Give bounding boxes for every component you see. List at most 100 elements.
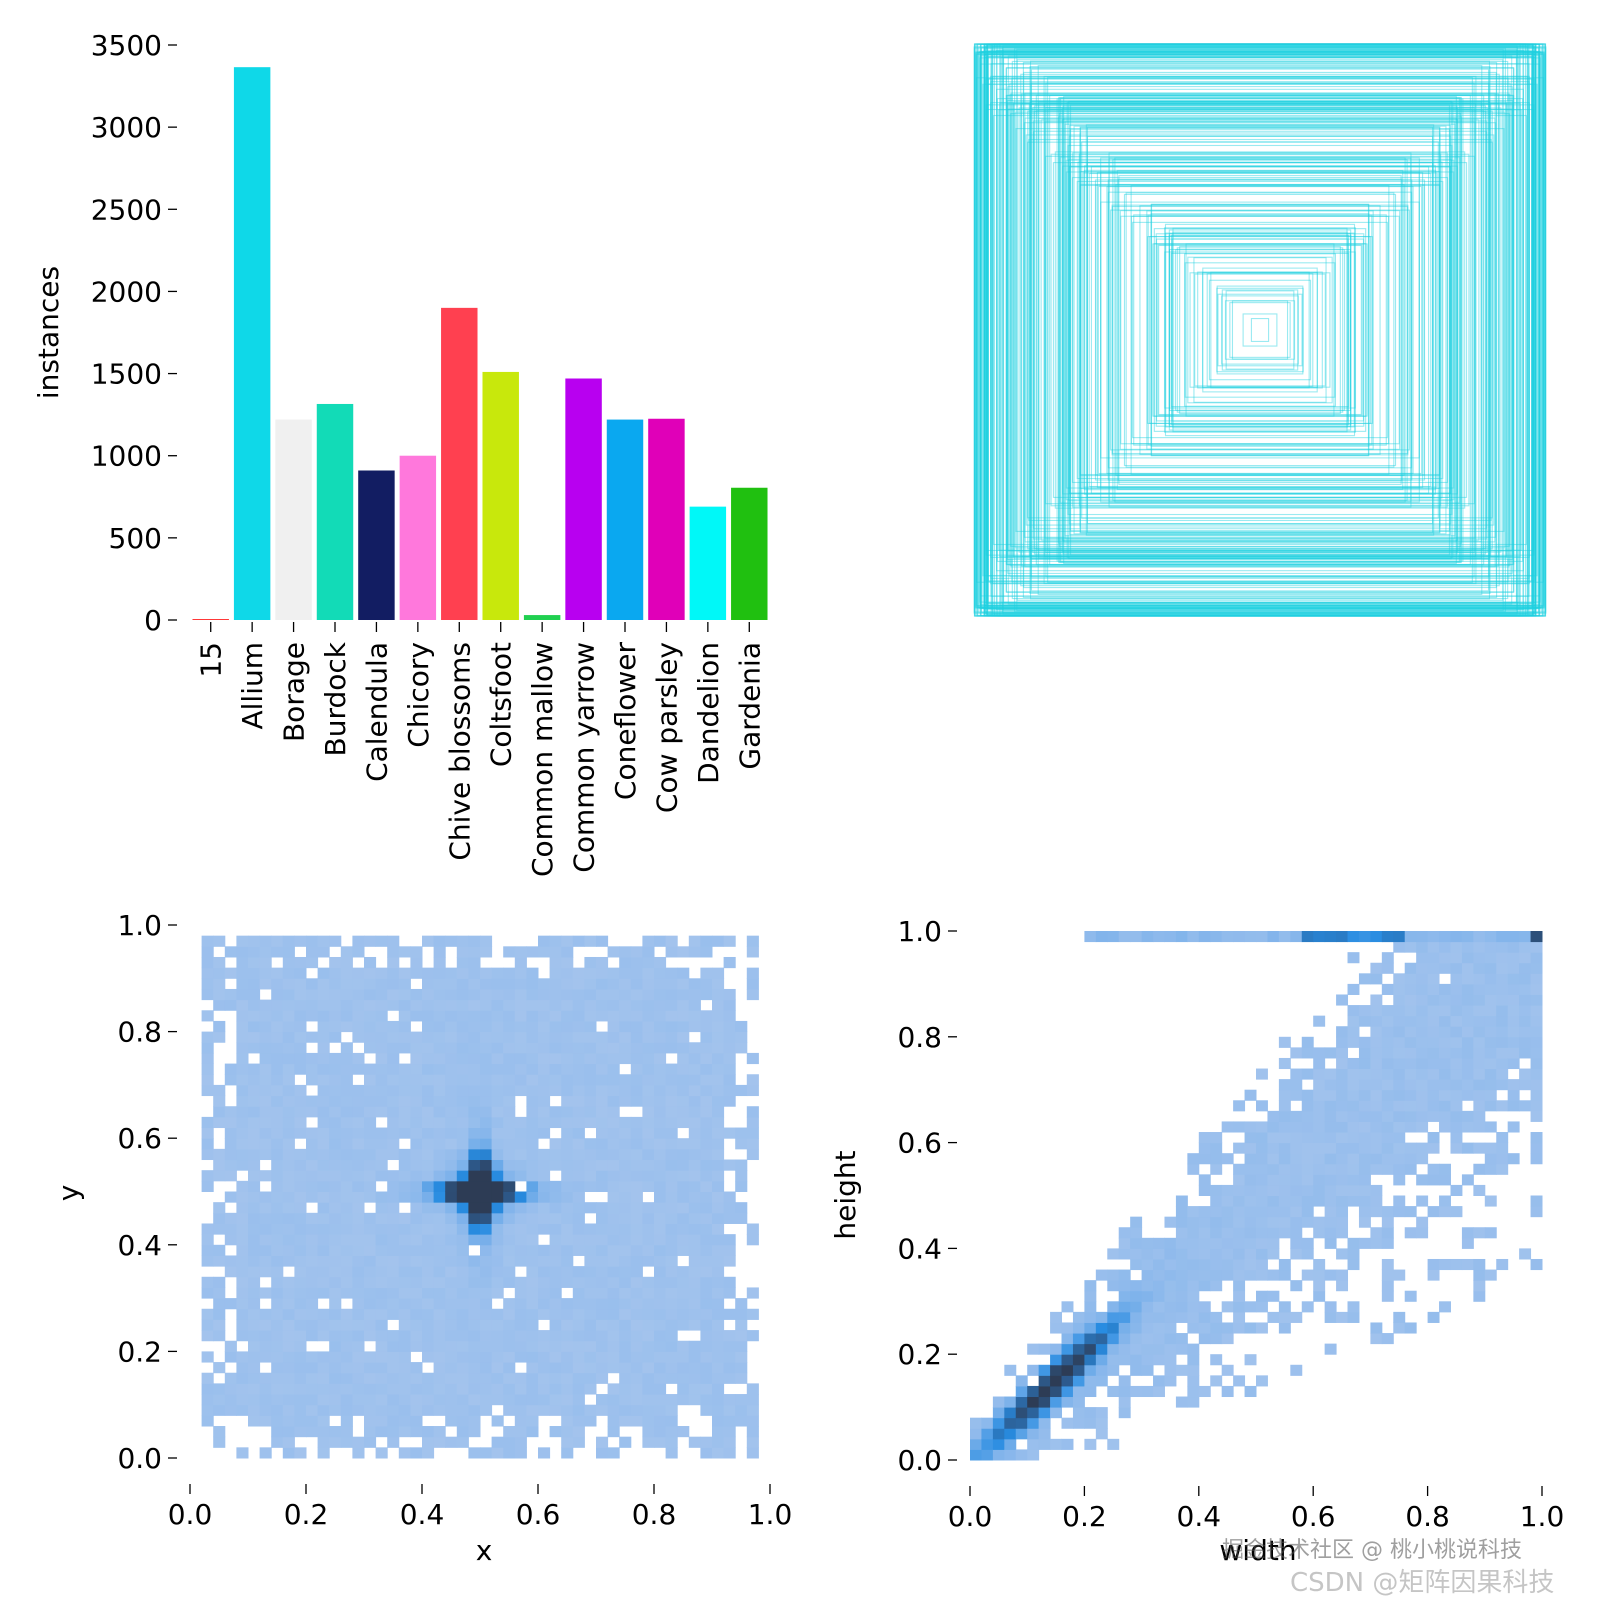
heatmap-cell bbox=[422, 1223, 435, 1235]
heatmap-cell bbox=[1416, 1047, 1429, 1059]
heatmap-cell bbox=[398, 1255, 411, 1267]
heatmap-cell bbox=[712, 1308, 725, 1320]
heatmap-cell bbox=[1336, 1057, 1349, 1070]
heatmap-cell bbox=[410, 1180, 423, 1192]
heatmap-cell bbox=[317, 999, 330, 1011]
heatmap-cell bbox=[607, 1330, 620, 1342]
heatmap-cell bbox=[1198, 1132, 1211, 1144]
heatmap-cell bbox=[236, 1394, 249, 1406]
heatmap-cell bbox=[1439, 952, 1451, 964]
heatmap-cell bbox=[526, 1426, 539, 1438]
heatmap-cell bbox=[665, 935, 678, 947]
heatmap-cell bbox=[259, 1148, 272, 1161]
heatmap-cell bbox=[526, 1159, 539, 1171]
heatmap-cell bbox=[224, 1234, 237, 1246]
heatmap-cell bbox=[468, 1266, 481, 1278]
heatmap-cell bbox=[1187, 1343, 1200, 1355]
heatmap-cell bbox=[700, 1052, 713, 1065]
heatmap-cell bbox=[1118, 1311, 1131, 1323]
heatmap-cell bbox=[410, 1063, 423, 1075]
heatmap-cell bbox=[561, 1362, 574, 1374]
heatmap-cell bbox=[1530, 1110, 1543, 1122]
heatmap-cell bbox=[1313, 1258, 1326, 1271]
heatmap-cell bbox=[1290, 1237, 1303, 1249]
heatmap-cell bbox=[1210, 1237, 1223, 1249]
heatmap-cell bbox=[584, 999, 597, 1011]
heatmap-cell bbox=[375, 1031, 388, 1043]
heatmap-cell bbox=[1233, 1121, 1246, 1133]
heatmap-cell bbox=[665, 1202, 678, 1214]
heatmap-cell bbox=[433, 1223, 446, 1235]
heatmap-cell bbox=[1473, 1026, 1486, 1038]
heatmap-cell bbox=[677, 1234, 690, 1246]
bbox-rect bbox=[1082, 172, 1438, 488]
heatmap-cell bbox=[1519, 1068, 1532, 1080]
heatmap-cell bbox=[282, 1340, 295, 1352]
heatmap-cell bbox=[294, 1084, 307, 1097]
heatmap-cell bbox=[584, 1042, 597, 1054]
heatmap-cell bbox=[294, 1362, 307, 1374]
heatmap-cell bbox=[364, 1330, 377, 1342]
bbox-rect bbox=[1002, 49, 1518, 611]
heatmap-cell bbox=[1496, 1258, 1509, 1271]
heatmap-cell bbox=[561, 1159, 574, 1171]
heatmap-cell bbox=[1164, 1290, 1177, 1302]
heatmap-cell bbox=[433, 1404, 446, 1416]
bbox-rect bbox=[1013, 101, 1507, 559]
heatmap-cell bbox=[294, 1191, 307, 1203]
heatmap-cell bbox=[1290, 1163, 1303, 1175]
heatmap-cell bbox=[282, 1159, 295, 1171]
heatmap-cell bbox=[1370, 1333, 1383, 1345]
heatmap-cell bbox=[712, 1106, 725, 1118]
heatmap-cell bbox=[549, 1351, 562, 1363]
heatmap-cell bbox=[1324, 1174, 1337, 1186]
heatmap-cell bbox=[596, 1266, 609, 1278]
heatmap-cell bbox=[630, 1383, 643, 1395]
heatmap-cell bbox=[294, 1159, 307, 1171]
bar-cow-parsley bbox=[648, 418, 685, 620]
heatmap-cell bbox=[445, 999, 458, 1011]
heatmap-cell bbox=[398, 1351, 411, 1363]
heatmap-cell bbox=[596, 1287, 609, 1299]
bbox-rect bbox=[976, 43, 1544, 617]
heatmap-cell bbox=[422, 1031, 435, 1043]
heatmap-cell bbox=[352, 1063, 365, 1075]
heatmap-cell bbox=[538, 999, 551, 1011]
heatmap-cell bbox=[1404, 1206, 1417, 1218]
heatmap-cell bbox=[619, 1116, 632, 1129]
heatmap-cell bbox=[572, 1404, 585, 1416]
heatmap-cell bbox=[306, 978, 319, 990]
heatmap-cell bbox=[561, 1394, 574, 1406]
heatmap-cell bbox=[1267, 1174, 1280, 1186]
heatmap-cell bbox=[1244, 1142, 1257, 1154]
heatmap-cell bbox=[1484, 1269, 1497, 1281]
heatmap-cell bbox=[654, 1116, 667, 1129]
heatmap-cell bbox=[1439, 941, 1451, 953]
heatmap-cell bbox=[549, 1266, 562, 1278]
heatmap-cell bbox=[1439, 1068, 1451, 1080]
heatmap-cell bbox=[1358, 973, 1371, 985]
heatmap-cell bbox=[1130, 1343, 1143, 1355]
heatmap-cell bbox=[665, 1372, 678, 1384]
heatmap-cell bbox=[1439, 1174, 1451, 1186]
heatmap-cell bbox=[271, 1244, 284, 1256]
bbox-rect bbox=[1047, 108, 1473, 552]
heatmap-cell bbox=[526, 1319, 539, 1331]
heatmap-cell bbox=[1118, 1237, 1131, 1249]
heatmap-cell bbox=[700, 1063, 713, 1075]
heatmap-cell bbox=[375, 1362, 388, 1374]
heatmap-cell bbox=[1473, 1184, 1486, 1196]
heatmap-cell bbox=[1164, 1269, 1177, 1281]
heatmap-cell bbox=[364, 935, 377, 947]
heatmap-cell bbox=[1519, 1005, 1532, 1017]
heatmap-cell bbox=[561, 1298, 574, 1310]
heatmap-cell bbox=[1301, 1142, 1314, 1154]
heatmap-cell bbox=[1530, 962, 1543, 974]
heatmap-cell bbox=[1358, 1110, 1371, 1122]
y-tick-label: 2000 bbox=[91, 275, 162, 308]
heatmap-cell bbox=[630, 956, 643, 969]
heatmap-cell bbox=[282, 1212, 295, 1224]
heatmap-cell bbox=[665, 1116, 678, 1129]
heatmap-cell bbox=[1324, 1142, 1337, 1154]
heatmap-cell bbox=[1450, 1089, 1463, 1101]
